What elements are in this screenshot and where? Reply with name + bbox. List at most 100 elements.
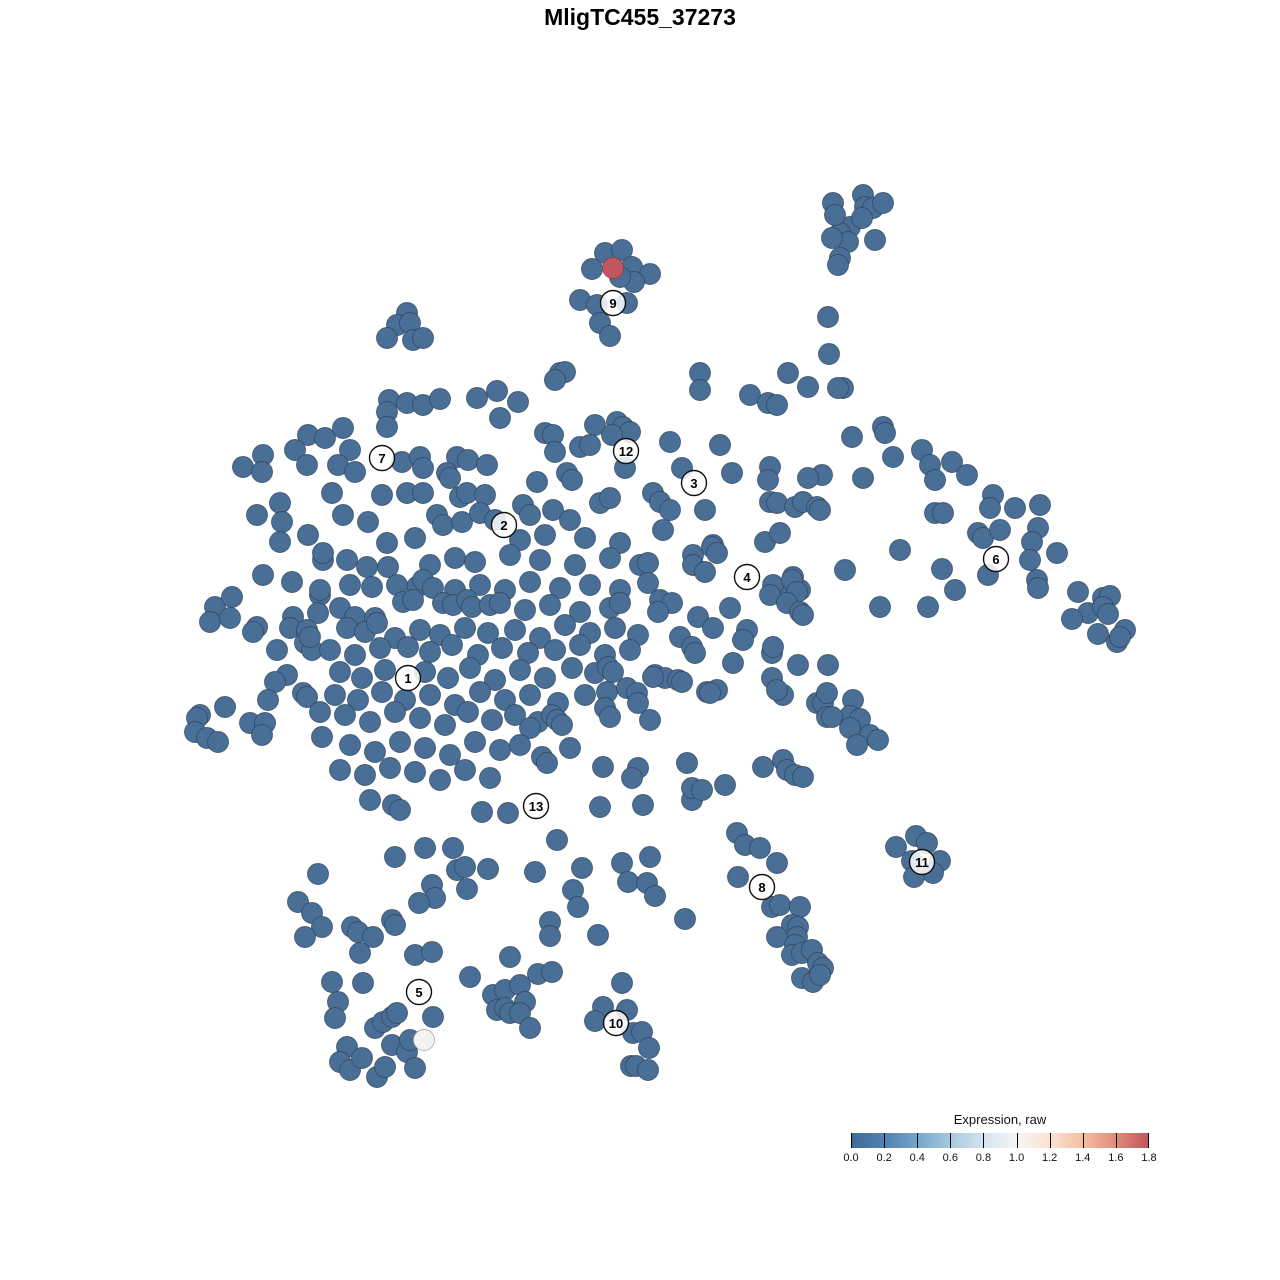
cluster-label-13: 13 — [522, 792, 550, 820]
data-point — [504, 619, 526, 641]
data-point — [619, 639, 641, 661]
data-point — [457, 449, 479, 471]
cluster-label-circle — [522, 792, 550, 820]
data-point — [549, 577, 571, 599]
data-point — [252, 564, 274, 586]
data-point — [329, 661, 351, 683]
data-point — [454, 759, 476, 781]
data-point — [469, 681, 491, 703]
cluster-label-circle — [733, 563, 761, 591]
data-point — [732, 629, 754, 651]
data-point — [889, 539, 911, 561]
data-point — [464, 551, 486, 573]
cluster-label-text: 6 — [992, 552, 999, 567]
data-point — [569, 634, 591, 656]
data-point — [374, 659, 396, 681]
data-point — [284, 439, 306, 461]
data-point — [571, 857, 593, 879]
data-point — [422, 1006, 444, 1028]
data-point — [421, 941, 443, 963]
cluster-label-1: 1 — [394, 664, 422, 692]
cluster-label-text: 5 — [415, 985, 422, 1000]
data-point — [404, 761, 426, 783]
data-point — [232, 456, 254, 478]
data-point — [311, 916, 333, 938]
data-point — [454, 617, 476, 639]
data-point — [402, 589, 424, 611]
data-point — [541, 961, 563, 983]
data-point — [559, 737, 581, 759]
data-point — [1019, 549, 1041, 571]
data-point — [339, 574, 361, 596]
data-point — [601, 424, 623, 446]
data-point — [361, 576, 383, 598]
data-point — [627, 692, 649, 714]
legend-title: Expression, raw — [953, 1112, 1047, 1127]
data-point — [339, 439, 361, 461]
data-point — [617, 871, 639, 893]
data-point — [414, 737, 436, 759]
data-point — [469, 574, 491, 596]
data-point — [466, 387, 488, 409]
highlight-data-point — [602, 257, 624, 279]
data-point — [489, 592, 511, 614]
data-point — [777, 362, 799, 384]
data-point — [564, 554, 586, 576]
data-point — [529, 627, 551, 649]
data-point — [989, 519, 1011, 541]
data-point — [639, 846, 661, 868]
data-point — [539, 925, 561, 947]
data-point — [332, 504, 354, 526]
data-point — [827, 254, 849, 276]
legend-tick-label: 1.2 — [1042, 1152, 1058, 1164]
cluster-label-text: 2 — [500, 518, 507, 533]
data-point — [581, 258, 603, 280]
legend-tick-label: 0.8 — [975, 1152, 992, 1164]
cluster-label-circle — [394, 664, 422, 692]
data-point — [536, 752, 558, 774]
data-point — [559, 509, 581, 531]
cluster-label-11: 11 — [908, 848, 936, 876]
data-point — [257, 689, 279, 711]
data-point — [344, 644, 366, 666]
data-point — [762, 636, 784, 658]
data-point — [639, 709, 661, 731]
data-point — [321, 482, 343, 504]
data-point — [384, 914, 406, 936]
data-point — [519, 504, 541, 526]
data-point — [544, 441, 566, 463]
data-point — [321, 971, 343, 993]
data-point — [809, 964, 831, 986]
data-point — [757, 469, 779, 491]
expression-legend: Expression, raw 0.0 0.2 0.4 0.6 0.8 1.0 1.2 1.4… — [843, 1112, 1156, 1166]
data-point — [882, 446, 904, 468]
cluster-label-text: 12 — [619, 444, 633, 459]
data-point — [471, 801, 493, 823]
data-point — [434, 714, 456, 736]
data-point — [584, 1010, 606, 1032]
data-point — [671, 671, 693, 693]
data-point — [351, 667, 373, 689]
legend-tick — [851, 1133, 852, 1148]
data-point — [684, 642, 706, 664]
data-point — [442, 837, 464, 859]
data-point — [311, 726, 333, 748]
data-point — [371, 484, 393, 506]
data-point — [694, 561, 716, 583]
data-point — [599, 706, 621, 728]
legend-tick — [1016, 1133, 1018, 1148]
data-point — [589, 796, 611, 818]
data-point — [546, 829, 568, 851]
data-point — [694, 499, 716, 521]
data-point — [439, 744, 461, 766]
data-point — [574, 684, 596, 706]
data-point — [459, 966, 481, 988]
data-point — [852, 467, 874, 489]
cluster-label-text: 11 — [915, 855, 929, 870]
data-point — [314, 427, 336, 449]
data-point — [561, 657, 583, 679]
cluster-label-12: 12 — [612, 437, 640, 465]
cluster-label-circle — [490, 511, 518, 539]
data-point — [489, 739, 511, 761]
